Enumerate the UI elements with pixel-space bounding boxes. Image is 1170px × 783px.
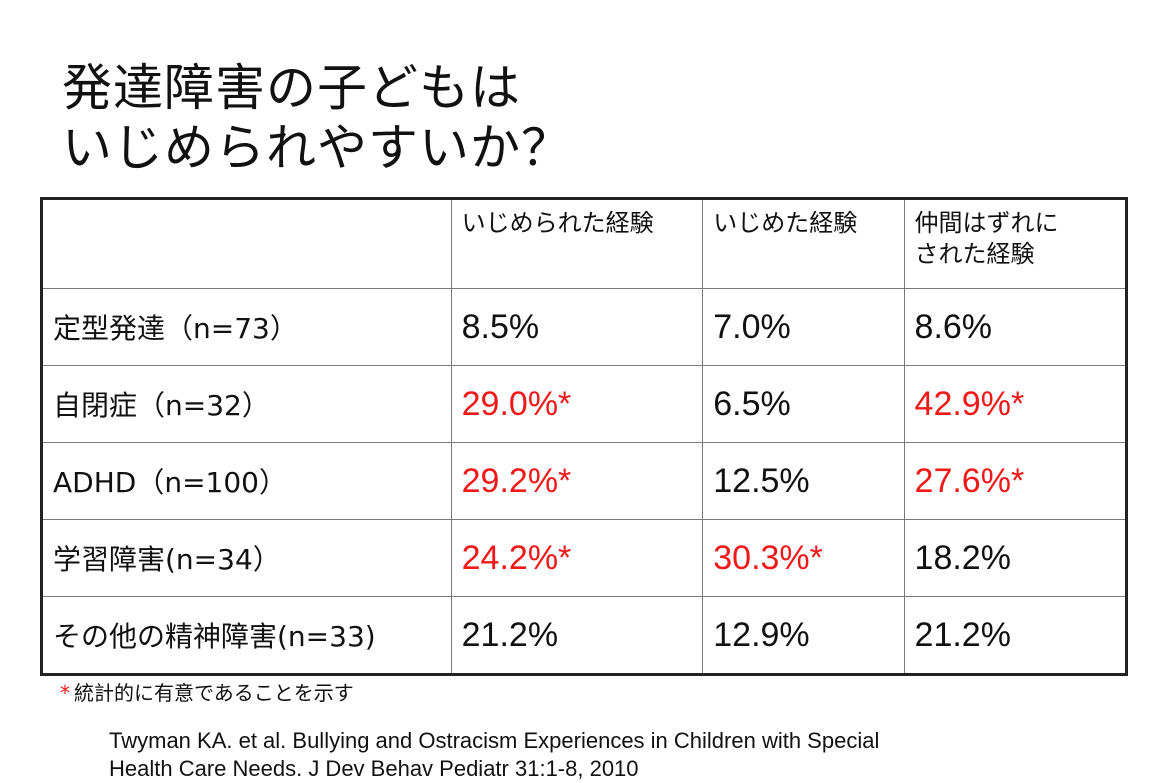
header-bullier: いじめた経験 [702,198,905,289]
cell-bullier: 12.5% [702,442,905,520]
cell-ostracized: 42.9%* [903,365,1128,443]
row-label: 定型発達（n=73） [41,288,452,366]
cell-ostracized: 18.2% [903,519,1128,597]
citation: Twyman KA. et al. Bullying and Ostracism… [109,727,879,783]
cell-bullier: 12.9% [702,596,905,675]
cell-ostracized: 8.6% [903,288,1128,366]
significance-note-text: 統計的に有意であることを示す [74,681,354,705]
row-label: 自閉症（n=32） [41,365,452,443]
cell-bullier: 30.3%* [702,519,905,597]
cell-bullied: 21.2% [450,596,704,675]
row-label: ADHD（n=100） [41,442,452,520]
cell-bullied: 24.2%* [450,519,704,597]
header-ostracized-line-2: された経験 [914,240,1035,268]
table-row: ADHD（n=100） 29.2%* 12.5% 27.6%* [41,442,1128,520]
table-row: 学習障害(n=34） 24.2%* 30.3%* 18.2% [41,519,1128,597]
slide-title: 発達障害の子どもは いじめられやすいか？ [62,58,572,178]
cell-ostracized: 21.2% [903,596,1128,675]
table-row: 自閉症（n=32） 29.0%* 6.5% 42.9%* [41,365,1128,443]
cell-bullied: 8.5% [450,288,704,366]
header-ostracized: 仲間はずれに された経験 [903,198,1128,289]
significance-note: * 統計的に有意であることを示す [60,677,354,706]
header-bullied: いじめられた経験 [450,198,704,289]
bullying-rates-table: いじめられた経験 いじめた経験 仲間はずれに された経験 定型発達（n=73） … [40,197,1128,676]
citation-line-2: Health Care Needs. J Dev Behav Pediatr 3… [109,756,639,781]
title-line-1: 発達障害の子どもは [62,59,521,117]
cell-bullied: 29.2%* [450,442,704,520]
table-row: 定型発達（n=73） 8.5% 7.0% 8.6% [41,288,1128,366]
table-header-row: いじめられた経験 いじめた経験 仲間はずれに された経験 [41,198,1128,289]
row-label: その他の精神障害(n=33) [41,596,452,675]
title-line-2: いじめられやすいか？ [62,119,572,177]
cell-ostracized: 27.6%* [903,442,1128,520]
header-ostracized-line-1: 仲間はずれに [914,209,1059,237]
row-label: 学習障害(n=34） [41,519,452,597]
cell-bullied: 29.0%* [450,365,704,443]
table-row: その他の精神障害(n=33) 21.2% 12.9% 21.2% [41,596,1128,675]
cell-bullier: 7.0% [702,288,905,366]
significance-star: * [60,681,70,705]
cell-bullier: 6.5% [702,365,905,443]
citation-line-1: Twyman KA. et al. Bullying and Ostracism… [109,728,880,753]
header-empty-cell [41,198,452,289]
